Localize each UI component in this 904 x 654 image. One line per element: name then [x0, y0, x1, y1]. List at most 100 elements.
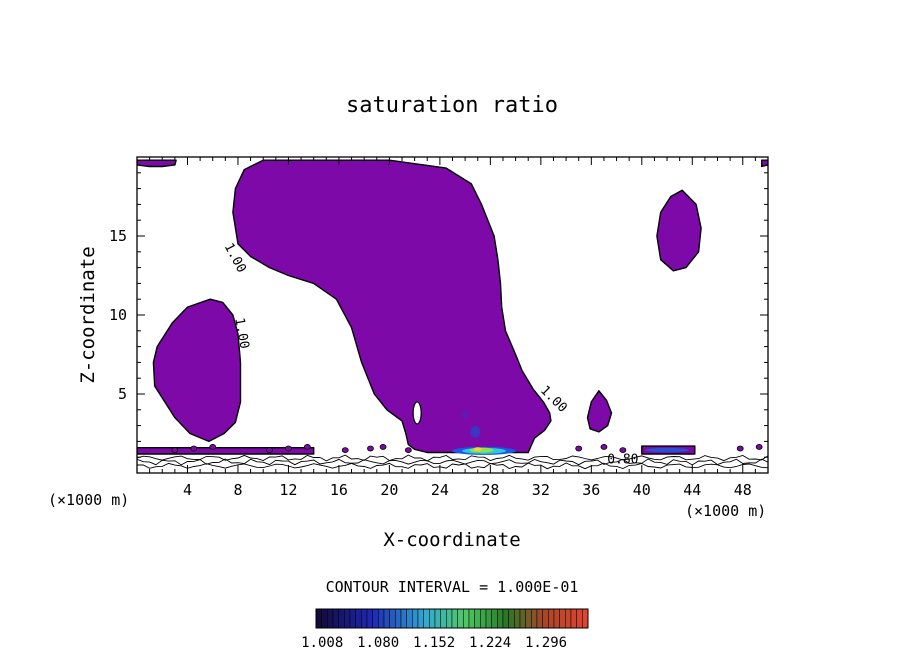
hotspot-column: [470, 425, 481, 438]
cloud-speck: [266, 447, 273, 453]
filled-contour-regions: [137, 159, 768, 455]
colorbar-cell: [582, 608, 589, 629]
region-right-blob: [656, 189, 702, 272]
colorbar-cell: [451, 608, 458, 629]
x-axis-label: X-coordinate: [383, 529, 520, 551]
region-top-left-band: [137, 159, 177, 168]
x-tick-label: 20: [380, 481, 398, 499]
x-tick-label: 32: [532, 481, 550, 499]
surface-contour: [137, 458, 768, 466]
cloud-speck: [209, 444, 217, 450]
colorbar-label: 1.152: [413, 635, 455, 651]
colorbar-cell: [559, 608, 566, 629]
y-axis-label: Z-coordinate: [77, 246, 99, 383]
colorbar-cell: [519, 608, 526, 629]
colorbar-cell: [531, 608, 538, 629]
x-tick-label: 8: [233, 481, 242, 499]
colorbar-label: 1.080: [357, 635, 399, 651]
colorbar-labels: 1.008 1.080 1.152 1.224 1.296: [301, 635, 567, 651]
colorbar-cell: [480, 608, 487, 629]
colorbar-cell: [315, 608, 322, 629]
colorbar-cell: [412, 608, 419, 629]
x-unit-right: (×1000 m): [685, 502, 766, 520]
cloud-speck: [619, 447, 627, 453]
hotspot-inner: [469, 447, 494, 453]
region-top-right-band: [761, 159, 768, 168]
colorbar-cell: [565, 608, 572, 629]
colorbar-cell: [321, 608, 328, 629]
x-tick-label: 4: [183, 481, 192, 499]
colorbar-cell: [389, 608, 396, 629]
x-tick-label: 36: [582, 481, 600, 499]
hotspot-upper: [461, 410, 470, 419]
colorbar-cell: [446, 608, 453, 629]
x-unit-left: (×1000 m): [48, 491, 129, 509]
colorbar-cell: [400, 608, 407, 629]
colorbar-cell: [576, 608, 583, 629]
supersaturation-hotspot: [452, 410, 690, 455]
colorbar-cell: [332, 608, 339, 629]
colorbar-cell: [570, 608, 577, 629]
surface-contour: [137, 454, 768, 462]
colorbar-frame: [315, 608, 589, 629]
colorbar: [315, 608, 589, 629]
colorbar-cell: [355, 608, 362, 629]
cloud-speck: [736, 445, 744, 452]
y-tick-label: 10: [109, 306, 127, 324]
x-tick-label: 44: [683, 481, 701, 499]
contour-interval-text: CONTOUR INTERVAL = 1.000E-01: [326, 578, 579, 596]
contour-labels: 1.001.001.000.80: [221, 241, 639, 468]
cloud-speck: [303, 444, 311, 450]
colorbar-cell: [485, 608, 492, 629]
y-tick-label: 15: [109, 227, 127, 245]
colorbar-cell: [344, 608, 351, 629]
colorbar-cell: [417, 608, 424, 629]
colorbar-cell: [406, 608, 413, 629]
region-main-plume: [232, 159, 552, 454]
colorbar-cell: [542, 608, 549, 629]
region-left-blob: [152, 298, 242, 443]
contour-label: 0.80: [607, 453, 638, 468]
chart-title: saturation ratio: [346, 93, 558, 118]
hotspot-right: [645, 447, 690, 453]
clear-hole: [412, 401, 422, 425]
cloud-speck: [755, 444, 763, 450]
x-tick-label: 48: [734, 481, 752, 499]
cloud-speck: [404, 447, 412, 453]
x-tick-label: 16: [330, 481, 348, 499]
cloud-speck: [190, 445, 198, 452]
x-axis-ticks: 4 8 12 16 20 24 28 32 36 40 44 48: [149, 157, 756, 499]
colorbar-cell: [508, 608, 515, 629]
colorbar-label: 1.296: [525, 635, 567, 651]
colorbar-cell: [423, 608, 430, 629]
colorbar-cell: [395, 608, 402, 629]
colorbar-cell: [463, 608, 470, 629]
colorbar-label: 1.224: [469, 635, 511, 651]
colorbar-cell: [502, 608, 509, 629]
x-tick-label: 12: [279, 481, 297, 499]
cloud-speck: [171, 447, 179, 453]
colorbar-cell: [525, 608, 532, 629]
colorbar-cell: [434, 608, 441, 629]
colorbar-cell: [383, 608, 390, 629]
x-tick-label: 28: [481, 481, 499, 499]
cloud-speck: [341, 447, 349, 453]
y-tick-label: 5: [118, 385, 127, 403]
colorbar-cell: [349, 608, 356, 629]
colorbar-cell: [338, 608, 345, 629]
x-tick-label: 40: [633, 481, 651, 499]
colorbar-cell: [548, 608, 555, 629]
colorbar-cell: [372, 608, 379, 629]
cloud-speck: [575, 445, 583, 452]
x-tick-label: 24: [431, 481, 449, 499]
colorbar-cell: [514, 608, 521, 629]
cloud-speck: [600, 444, 608, 450]
colorbar-cell: [468, 608, 475, 629]
cloud-speck: [379, 444, 387, 450]
region-small-blob: [586, 390, 613, 433]
surface-contour-lines: [137, 454, 768, 470]
colorbar-cell: [536, 608, 543, 629]
cloud-speck: [285, 445, 292, 452]
hotspot-core: [473, 447, 482, 452]
colorbar-cell: [497, 608, 504, 629]
